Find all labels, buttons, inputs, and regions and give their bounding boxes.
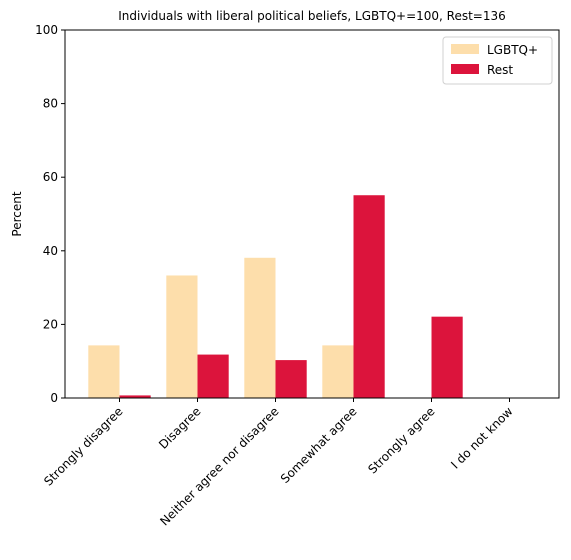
y-tick-label-4: 80 bbox=[43, 97, 58, 111]
x-tick-label-3: Somewhat agree bbox=[278, 404, 360, 486]
x-tick-label-4: Strongly agree bbox=[365, 404, 437, 476]
y-tick-label-3: 60 bbox=[43, 170, 58, 184]
legend-label-0: LGBTQ+ bbox=[487, 43, 538, 57]
bar-rest-0 bbox=[119, 395, 151, 398]
y-tick-label-2: 40 bbox=[43, 244, 58, 258]
chart-title: Individuals with liberal political belie… bbox=[118, 9, 506, 23]
x-tick-label-1: Disagree bbox=[156, 404, 204, 452]
y-axis-label: Percent bbox=[10, 191, 24, 236]
y-tick-label-5: 100 bbox=[35, 23, 58, 37]
x-tick-label-5: I do not know bbox=[448, 404, 516, 472]
bar-lgbtq-2 bbox=[244, 257, 276, 398]
y-tick-label-0: 0 bbox=[50, 391, 58, 405]
bar-lgbtq-3 bbox=[322, 345, 354, 398]
y-axis: 0 20 40 60 80 100 bbox=[35, 23, 65, 405]
bars-group bbox=[88, 195, 463, 398]
legend: LGBTQ+ Rest bbox=[442, 36, 553, 85]
plot-frame bbox=[64, 29, 560, 399]
bar-lgbtq-1 bbox=[166, 275, 198, 398]
legend-swatch-0 bbox=[451, 44, 479, 54]
bar-rest-1 bbox=[197, 354, 229, 398]
bar-rest-4 bbox=[431, 316, 463, 398]
bar-rest-2 bbox=[275, 360, 307, 398]
y-tick-label-1: 20 bbox=[43, 317, 58, 331]
bar-lgbtq-0 bbox=[88, 345, 120, 398]
x-tick-label-0: Strongly disagree bbox=[41, 404, 125, 488]
legend-label-1: Rest bbox=[487, 63, 513, 77]
legend-swatch-1 bbox=[451, 64, 479, 74]
bar-rest-3 bbox=[353, 195, 385, 398]
